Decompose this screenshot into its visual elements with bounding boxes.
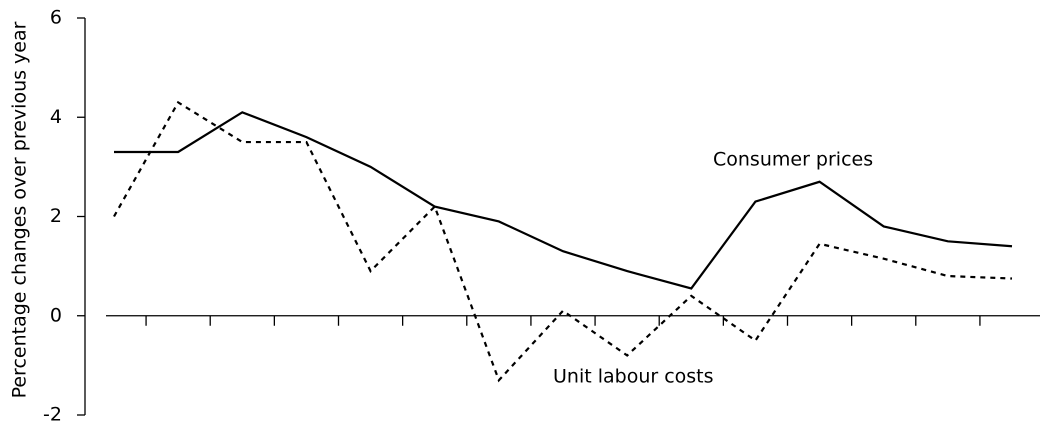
series-label: Consumer prices	[713, 149, 873, 171]
series-label: Unit labour costs	[553, 366, 714, 388]
y-tick-label: -2	[43, 404, 62, 426]
y-axis-label: Percentage changes over previous year	[9, 21, 31, 398]
y-tick-label: 2	[50, 205, 62, 227]
series-line	[114, 111, 1013, 290]
y-tick-label: 6	[50, 7, 62, 29]
y-tick-label: 0	[50, 304, 62, 326]
y-tick-label: 4	[50, 106, 62, 128]
series-line	[113, 100, 1013, 383]
